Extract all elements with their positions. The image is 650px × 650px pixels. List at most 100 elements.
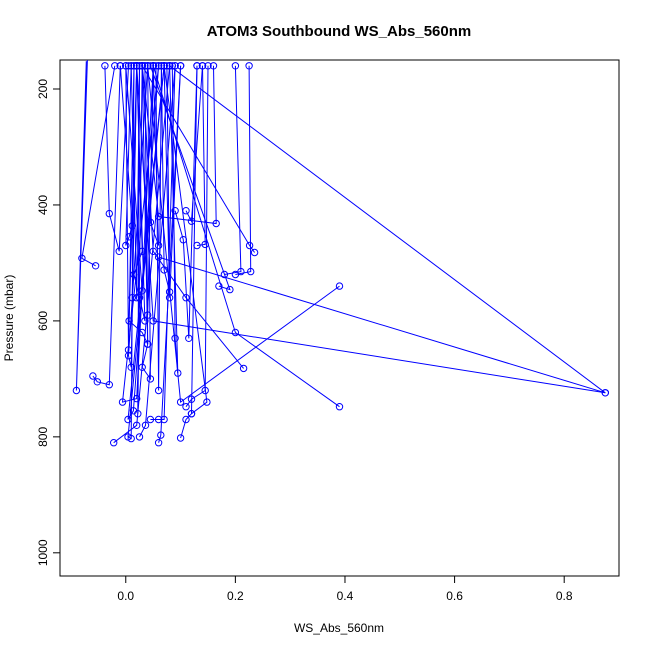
data-point bbox=[245, 62, 253, 70]
data-point bbox=[157, 62, 166, 70]
data-point bbox=[133, 421, 141, 429]
data-point bbox=[247, 267, 255, 276]
data-point bbox=[182, 415, 190, 424]
series-line bbox=[113, 65, 171, 444]
series-line bbox=[185, 65, 203, 223]
data-point bbox=[168, 62, 177, 70]
data-point bbox=[203, 398, 211, 406]
series-line bbox=[130, 65, 140, 298]
data-point bbox=[134, 410, 142, 418]
data-point bbox=[152, 62, 160, 70]
plot-area bbox=[72, 59, 609, 447]
data-point bbox=[89, 372, 97, 380]
data-point bbox=[165, 62, 174, 70]
data-point bbox=[138, 363, 146, 371]
series-line bbox=[104, 65, 129, 252]
data-point bbox=[193, 241, 201, 250]
data-point bbox=[176, 398, 185, 406]
data-point bbox=[601, 389, 609, 397]
data-point bbox=[135, 433, 144, 441]
data-point bbox=[105, 209, 114, 218]
y-tick-label: 200 bbox=[36, 79, 50, 99]
x-axis-label: WS_Abs_560nm bbox=[294, 621, 384, 635]
data-point bbox=[231, 62, 240, 70]
data-point bbox=[250, 248, 259, 257]
data-point bbox=[171, 334, 179, 342]
data-point bbox=[154, 212, 163, 221]
series-line bbox=[125, 65, 135, 350]
data-point bbox=[93, 378, 102, 386]
data-point bbox=[226, 285, 234, 294]
data-point bbox=[179, 236, 188, 244]
data-point bbox=[165, 294, 174, 302]
data-point bbox=[157, 431, 165, 439]
series-line bbox=[139, 65, 176, 438]
data-point bbox=[182, 403, 190, 411]
series-line bbox=[81, 65, 116, 267]
data-point bbox=[141, 421, 150, 429]
data-point bbox=[176, 62, 185, 70]
series-line bbox=[196, 65, 206, 246]
data-point bbox=[245, 241, 254, 250]
data-point bbox=[237, 267, 245, 276]
series-line bbox=[235, 65, 252, 275]
series-line bbox=[180, 65, 198, 439]
y-axis-label: Pressure (mbar) bbox=[2, 275, 16, 362]
series-line bbox=[224, 65, 242, 275]
data-point bbox=[160, 266, 168, 274]
series-line bbox=[75, 59, 88, 391]
series-line bbox=[160, 65, 171, 293]
y-tick-label: 600 bbox=[36, 311, 50, 331]
data-point bbox=[193, 62, 201, 70]
data-point bbox=[115, 247, 123, 256]
data-point bbox=[130, 62, 138, 70]
data-point bbox=[91, 262, 100, 270]
data-point bbox=[149, 247, 157, 256]
data-point bbox=[124, 346, 133, 354]
x-tick-label: 0.0 bbox=[117, 589, 134, 603]
data-point bbox=[72, 386, 81, 395]
y-tick-label: 800 bbox=[36, 427, 50, 447]
series-line bbox=[158, 65, 606, 394]
data-point bbox=[141, 317, 149, 325]
data-point bbox=[144, 62, 152, 70]
data-point bbox=[239, 364, 248, 373]
x-tick-label: 0.2 bbox=[227, 589, 244, 603]
data-point bbox=[146, 375, 155, 383]
x-tick-label: 0.6 bbox=[446, 589, 463, 603]
data-point bbox=[215, 282, 223, 290]
data-point bbox=[204, 62, 212, 70]
series-line bbox=[136, 65, 606, 394]
data-point bbox=[154, 439, 163, 447]
x-tick-label: 0.8 bbox=[556, 589, 573, 603]
data-point bbox=[122, 241, 130, 250]
data-point bbox=[176, 434, 185, 442]
data-point bbox=[182, 207, 190, 215]
series-line bbox=[119, 65, 133, 246]
series-line bbox=[147, 65, 340, 404]
data-point bbox=[146, 218, 155, 227]
data-point bbox=[154, 253, 163, 261]
data-point bbox=[110, 439, 118, 447]
x-tick-label: 0.4 bbox=[337, 589, 354, 603]
data-point bbox=[127, 62, 135, 70]
series-line bbox=[141, 65, 151, 381]
chart-title: ATOM3 Southbound WS_Abs_560nm bbox=[207, 23, 471, 40]
data-point bbox=[174, 369, 182, 377]
data-point bbox=[101, 62, 109, 70]
data-point bbox=[182, 294, 190, 302]
data-point bbox=[209, 62, 218, 70]
data-point bbox=[335, 282, 344, 290]
y-tick-label: 1000 bbox=[36, 539, 50, 566]
data-point bbox=[144, 311, 152, 319]
data-point bbox=[135, 62, 144, 70]
x-axis: 0.0 0.2 0.4 0.6 0.8 bbox=[117, 576, 573, 603]
data-point bbox=[160, 415, 168, 424]
data-point bbox=[105, 381, 114, 389]
data-point bbox=[231, 328, 240, 337]
data-point bbox=[78, 254, 86, 262]
data-point bbox=[154, 241, 163, 250]
series-line bbox=[152, 65, 340, 408]
data-point bbox=[122, 62, 130, 70]
